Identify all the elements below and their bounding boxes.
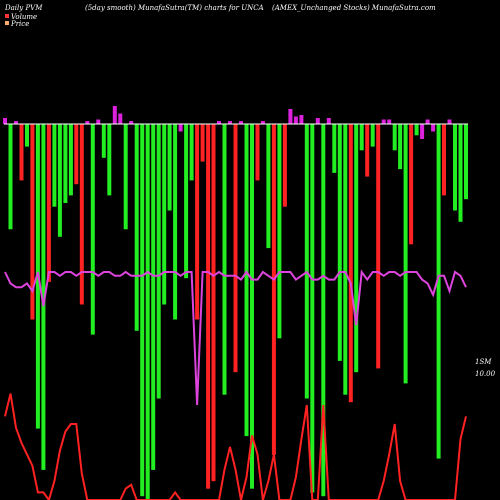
- indicator-lines: [4, 269, 467, 500]
- volume-bar: [173, 124, 178, 320]
- volume-bar: [458, 124, 463, 222]
- volume-bar: [68, 124, 73, 196]
- volume-bar: [409, 124, 414, 245]
- price-line: [4, 393, 467, 500]
- volume-bar: [222, 124, 227, 395]
- annotation-upper: 1SM: [475, 358, 492, 366]
- volume-bar: [134, 124, 139, 331]
- legend-label-volume: Volume: [11, 13, 37, 21]
- volume-bar: [288, 109, 293, 124]
- volume-bar: [74, 124, 79, 185]
- volume-bar: [46, 124, 51, 282]
- volume-bar: [8, 124, 13, 230]
- header-right: (AMEX_Unchanged Stocks) MunafaSutra.com: [272, 4, 436, 12]
- volume-bar: [321, 124, 326, 497]
- volume-bar: [425, 119, 430, 124]
- volume-bar: [332, 124, 337, 173]
- volume-bar: [129, 121, 134, 124]
- volume-bar: [14, 121, 18, 124]
- volume-bar: [414, 124, 419, 136]
- volume-bar: [293, 116, 298, 124]
- volume-bar: [162, 124, 167, 305]
- volume-bar: [41, 124, 46, 470]
- volume-bar: [217, 121, 221, 124]
- volume-bar: [381, 119, 386, 124]
- legend-swatch-price: [5, 21, 9, 25]
- volume-bar: [299, 115, 304, 124]
- volume-bar: [107, 124, 112, 196]
- volume-bar: [354, 124, 359, 373]
- volume-bar: [63, 124, 68, 203]
- volume-bar: [348, 124, 353, 403]
- volume-bar: [184, 124, 189, 279]
- volume-bar: [370, 124, 375, 147]
- volume-bar: [337, 124, 342, 361]
- volume-bar: [167, 124, 172, 211]
- volume-bar: [112, 106, 117, 124]
- volume-bar: [365, 124, 370, 177]
- volume-bar: [195, 124, 200, 320]
- volume-bar: [376, 124, 381, 369]
- volume-bar: [79, 124, 84, 305]
- volume-bar: [156, 124, 161, 399]
- header-left: Daily PVM: [4, 4, 43, 12]
- volume-bar: [260, 121, 265, 124]
- volume-bar: [431, 124, 436, 132]
- volume-bar: [392, 124, 397, 151]
- volume-bar: [304, 124, 309, 399]
- volume-bar: [255, 124, 260, 181]
- volume-bar: [189, 124, 194, 181]
- volume-bar: [447, 119, 452, 124]
- volume-bar: [85, 121, 90, 124]
- volume-bar: [398, 124, 403, 170]
- volume-bar: [326, 118, 331, 124]
- header-middle: (5day smooth) MunafaSutra(TM) charts for…: [85, 4, 264, 12]
- volume-bar: [25, 124, 29, 147]
- volume-bar: [57, 124, 62, 237]
- volume-bar: [101, 124, 106, 158]
- volume-bar: [387, 119, 392, 124]
- legend-swatch-volume: [5, 14, 9, 18]
- volume-bar: [211, 124, 216, 482]
- volume-bar: [90, 124, 95, 335]
- volume-bar: [123, 124, 128, 230]
- volume-bar: [277, 124, 282, 339]
- volume-bar: [118, 113, 123, 124]
- volume-bar: [3, 118, 7, 124]
- volume-bar: [52, 124, 57, 207]
- volume-bar: [436, 124, 441, 459]
- volume-bar: [30, 124, 35, 320]
- volume-bar: [145, 124, 150, 500]
- volume-bar: [140, 124, 145, 497]
- volume-bar: [310, 124, 315, 493]
- volume-bar: [178, 124, 183, 132]
- volume-bar: [266, 124, 271, 249]
- volume-bar: [228, 121, 232, 124]
- volume-bar: [315, 118, 320, 124]
- annotation-lower: 10.00: [475, 370, 496, 378]
- volume-bar: [200, 124, 205, 162]
- volume-bar: [420, 124, 425, 139]
- volume-bar: [206, 124, 211, 489]
- volume-bar: [464, 124, 468, 200]
- volume-bar: [233, 124, 238, 373]
- volume-bar: [282, 124, 287, 207]
- legend-label-price: Price: [10, 20, 29, 28]
- pvm-line: [4, 269, 467, 406]
- volume-bar: [96, 119, 101, 124]
- volume-bar: [239, 121, 243, 124]
- volume-bar: [271, 124, 276, 455]
- volume-bar: [403, 124, 408, 384]
- legend: Volume Price: [5, 13, 37, 28]
- volume-bar: [151, 124, 156, 470]
- volume-bar: [19, 124, 24, 181]
- volume-bar: [359, 124, 364, 151]
- volume-bar: [343, 124, 348, 395]
- volume-bar: [453, 124, 457, 211]
- volume-bar: [442, 124, 446, 196]
- volume-bar: [244, 124, 249, 437]
- volume-bar: [250, 124, 254, 489]
